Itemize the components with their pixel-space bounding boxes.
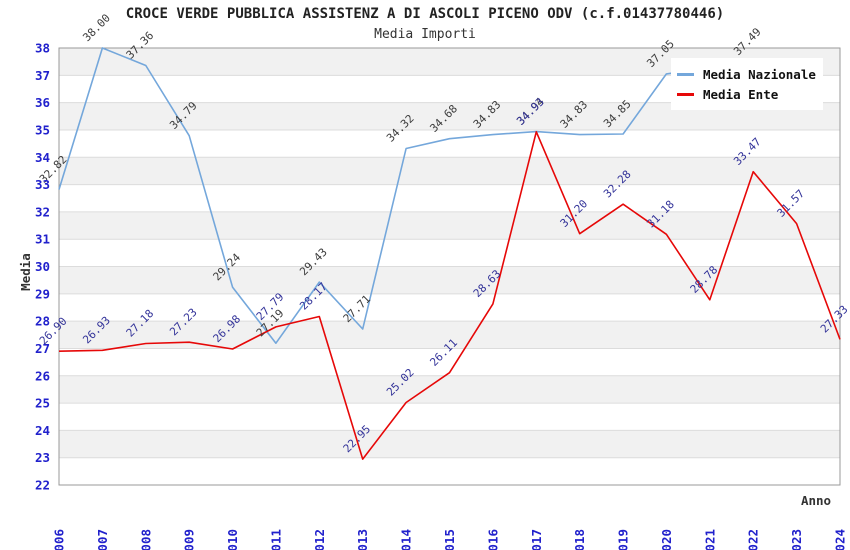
nazionale-line bbox=[58, 47, 754, 344]
legend-label-nazionale: Media Nazionale bbox=[703, 66, 816, 82]
svg-text:38.00: 38.00 bbox=[80, 12, 113, 45]
chart-title: CROCE VERDE PUBBLICA ASSISTENZ A DI ASCO… bbox=[125, 6, 725, 22]
svg-text:29: 29 bbox=[35, 286, 50, 301]
svg-text:36: 36 bbox=[35, 95, 50, 110]
svg-text:26: 26 bbox=[35, 368, 50, 383]
ente-line bbox=[58, 131, 841, 460]
svg-text:30: 30 bbox=[35, 259, 50, 274]
svg-text:2020: 2020 bbox=[659, 529, 674, 550]
svg-text:2013: 2013 bbox=[355, 529, 370, 550]
svg-text:2006: 2006 bbox=[52, 529, 67, 550]
y-axis-title: Media bbox=[18, 253, 33, 291]
legend-item-nazionale: Media Nazionale bbox=[677, 65, 823, 83]
svg-text:2012: 2012 bbox=[312, 529, 327, 550]
svg-text:2011: 2011 bbox=[268, 529, 283, 550]
svg-text:2021: 2021 bbox=[702, 529, 717, 550]
svg-text:32: 32 bbox=[35, 204, 50, 219]
ente-line-swatch bbox=[677, 92, 694, 96]
legend-label-ente: Media Ente bbox=[703, 86, 779, 102]
svg-text:38: 38 bbox=[35, 41, 50, 56]
nazionale-line-swatch bbox=[677, 72, 694, 76]
svg-text:2015: 2015 bbox=[442, 529, 457, 550]
svg-text:2023: 2023 bbox=[789, 529, 804, 550]
svg-text:37: 37 bbox=[35, 68, 50, 83]
svg-text:2022: 2022 bbox=[746, 529, 761, 550]
legend: Media Nazionale Media Ente bbox=[671, 58, 823, 110]
svg-text:24: 24 bbox=[35, 423, 50, 438]
chart-subtitle: Media Importi bbox=[374, 27, 476, 42]
y-tick-labels: 22 23 24 25 26 27 28 29 30 31 32 33 34 35 36 37 38 bbox=[35, 41, 50, 493]
svg-text:2014: 2014 bbox=[399, 529, 414, 550]
svg-text:2024: 2024 bbox=[833, 529, 848, 550]
svg-text:2019: 2019 bbox=[616, 529, 631, 550]
x-axis-title: Anno bbox=[801, 493, 831, 508]
plot-bands bbox=[59, 48, 840, 485]
svg-text:35: 35 bbox=[35, 122, 50, 137]
svg-text:25: 25 bbox=[35, 396, 50, 411]
svg-text:33: 33 bbox=[35, 177, 50, 192]
svg-text:22: 22 bbox=[35, 478, 50, 493]
svg-text:2016: 2016 bbox=[485, 529, 500, 550]
svg-text:34: 34 bbox=[35, 150, 50, 165]
svg-text:2008: 2008 bbox=[138, 529, 153, 550]
svg-text:2009: 2009 bbox=[182, 529, 197, 550]
x-tick-labels: 2006 2007 2008 2009 2010 2011 2012 2013 2014 2015… bbox=[52, 529, 848, 550]
legend-item-ente: Media Ente bbox=[677, 85, 823, 103]
plot-frame bbox=[58, 47, 841, 486]
svg-text:28: 28 bbox=[35, 314, 50, 329]
svg-text:31: 31 bbox=[35, 232, 50, 247]
svg-text:2007: 2007 bbox=[95, 529, 110, 550]
svg-text:23: 23 bbox=[35, 450, 50, 465]
svg-text:2017: 2017 bbox=[529, 529, 544, 550]
svg-text:2018: 2018 bbox=[572, 529, 587, 550]
svg-text:27: 27 bbox=[35, 341, 50, 356]
axis-titles: Media Anno bbox=[18, 253, 831, 508]
svg-text:2010: 2010 bbox=[225, 529, 240, 550]
